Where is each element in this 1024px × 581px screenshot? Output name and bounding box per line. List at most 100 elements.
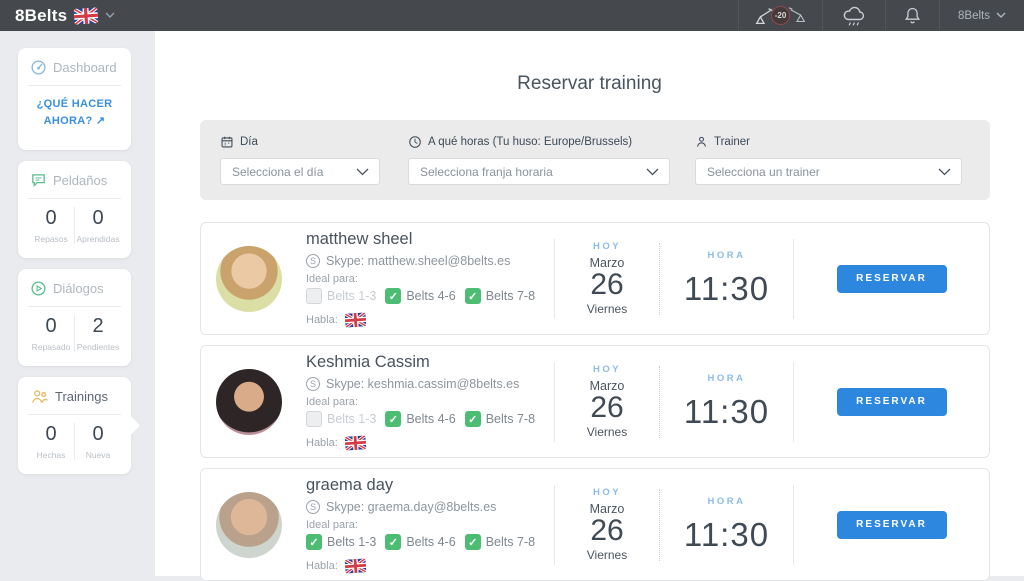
today-label: HOY	[555, 487, 659, 498]
account-label: 8Belts	[958, 10, 990, 22]
belt-checkbox-item[interactable]: ✓Belts 4-6	[385, 534, 455, 550]
checked-checkbox-icon: ✓	[465, 534, 481, 550]
hour-label: HORA	[660, 250, 793, 261]
uk-flag-icon	[344, 435, 366, 450]
sidebar-card-trainings[interactable]: Trainings 0 Hechas 0 Nueva	[18, 377, 131, 474]
stat-label: Aprendidas	[75, 234, 121, 244]
stat-label: Pendientes	[75, 342, 121, 352]
belt-checkbox-item[interactable]: ✓Belts 1-3	[306, 534, 376, 550]
skype-icon: S	[306, 500, 320, 514]
belt-checkbox-item[interactable]: ✓ Belts 7-8	[465, 411, 535, 427]
trainer-avatar	[216, 492, 282, 558]
page-title: Reservar training	[155, 73, 1024, 95]
trainer-skype: Skype: matthew.sheel@8belts.es	[326, 254, 510, 268]
sidebar-item-label: Dashboard	[53, 60, 117, 75]
belt-label: Belts 7-8	[486, 289, 535, 303]
sidebar: Dashboard ¿QUÉ HACER AHORA? ↗ Peldaños 0…	[0, 31, 155, 576]
filter-label-horas: A qué horas (Tu huso: Europe/Brussels)	[428, 136, 632, 148]
trainer-name: matthew sheel	[306, 230, 554, 249]
person-icon	[695, 135, 708, 149]
stat-value: 0	[28, 423, 74, 446]
stat-value: 0	[75, 423, 121, 446]
trainers-people-icon	[30, 388, 49, 405]
day-number: 26	[555, 393, 659, 423]
select-value: Selecciona el día	[232, 165, 323, 179]
habla-label: Habla:	[306, 437, 338, 449]
balance-score-widget[interactable]: -20	[738, 0, 822, 31]
belt-label: Belts 7-8	[486, 412, 535, 426]
sidebar-item-label: Trainings	[55, 389, 108, 404]
belt-label: Belts 4-6	[406, 289, 455, 303]
sidebar-item-label: Peldaños	[53, 173, 107, 188]
select-value: Selecciona un trainer	[707, 165, 820, 179]
app-logo[interactable]: 8Belts	[15, 6, 67, 26]
divider	[28, 85, 121, 86]
checked-checkbox-icon: ✓	[385, 534, 401, 550]
belt-checkbox-item[interactable]: ✓Belts 7-8	[465, 534, 535, 550]
hour-label: HORA	[660, 496, 793, 507]
stat-aprendidas: 0 Aprendidas	[74, 207, 121, 244]
chevron-down-icon	[938, 168, 951, 176]
weather-widget[interactable]	[822, 0, 885, 31]
stat-value: 0	[28, 315, 74, 338]
day-select[interactable]: Selecciona el día	[220, 158, 380, 185]
trainer-avatar	[216, 369, 282, 435]
belt-checkbox-item[interactable]: Belts 1-3	[306, 288, 376, 304]
gauge-icon	[30, 59, 47, 76]
belt-checkbox-item[interactable]: ✓Belts 4-6	[385, 288, 455, 304]
que-hacer-ahora-link[interactable]: ¿QUÉ HACER AHORA? ↗	[30, 96, 119, 130]
trainer-card: graema day S Skype: graema.day@8belts.es…	[200, 468, 990, 581]
top-navbar: 8Belts -20	[0, 0, 1024, 31]
date-block: HOY Marzo 26 Viernes	[555, 364, 659, 439]
reserve-button[interactable]: RESERVAR	[837, 388, 947, 416]
belt-checkbox-item[interactable]: ✓ Belts 7-8	[465, 288, 535, 304]
stat-value: 2	[75, 315, 121, 338]
select-value: Selecciona franja horaria	[420, 165, 553, 179]
trainer-avatar	[216, 246, 282, 312]
stat-hechas: 0 Hechas	[28, 423, 74, 460]
uk-flag-icon	[344, 312, 366, 327]
belts-row: Belts 1-3 ✓Belts 4-6 ✓ Belts 7-8	[306, 288, 554, 304]
sidebar-item-label: Diálogos	[53, 281, 104, 296]
chat-bubble-icon	[30, 172, 47, 189]
time-slot-select[interactable]: Selecciona franja horaria	[408, 158, 670, 185]
belt-checkbox-item[interactable]: ✓Belts 4-6	[385, 411, 455, 427]
chevron-down-icon	[356, 168, 369, 176]
belt-checkbox-item[interactable]: Belts 1-3	[306, 411, 376, 427]
belt-label: Belts 1-3	[327, 535, 376, 549]
sidebar-card-peldanos[interactable]: Peldaños 0 Repasos 0 Aprendidas	[18, 161, 131, 258]
sidebar-card-dialogos[interactable]: Diálogos 0 Repasado 2 Pendientes	[18, 269, 131, 366]
trainer-name: Keshmia Cassim	[306, 353, 554, 372]
stat-label: Repasado	[28, 342, 74, 352]
trainer-skype: Skype: graema.day@8belts.es	[326, 500, 496, 514]
notifications-button[interactable]	[885, 0, 939, 31]
time-value: 11:30	[660, 393, 793, 431]
reserve-button[interactable]: RESERVAR	[837, 265, 947, 293]
trainer-select[interactable]: Selecciona un trainer	[695, 158, 962, 185]
sidebar-card-dashboard[interactable]: Dashboard ¿QUÉ HACER AHORA? ↗	[18, 48, 131, 150]
weekday: Viernes	[555, 302, 659, 316]
stat-label: Repasos	[28, 234, 74, 244]
filter-bar: Día Selecciona el día A qué horas (Tu hu…	[200, 120, 990, 200]
calendar-icon	[220, 135, 234, 149]
account-menu[interactable]: 8Belts	[939, 0, 1024, 31]
trainer-list: matthew sheel S Skype: matthew.sheel@8be…	[200, 222, 990, 581]
time-value: 11:30	[660, 270, 793, 308]
filter-label-dia: Día	[240, 136, 258, 148]
stat-value: 0	[75, 207, 121, 230]
skype-icon: S	[306, 377, 320, 391]
stat-repasos: 0 Repasos	[28, 207, 74, 244]
bell-icon	[904, 6, 921, 25]
time-block: HORA 11:30	[660, 250, 793, 308]
reserve-button[interactable]: RESERVAR	[837, 511, 947, 539]
score-badge: -20	[771, 6, 790, 25]
uk-flag-icon[interactable]	[74, 7, 99, 25]
cloud-rain-icon	[841, 4, 867, 28]
belt-label: Belts 1-3	[327, 412, 376, 426]
checked-checkbox-icon: ✓	[465, 288, 481, 304]
chevron-down-icon	[646, 168, 659, 176]
habla-label: Habla:	[306, 560, 338, 572]
checked-checkbox-icon: ✓	[465, 411, 481, 427]
chevron-down-icon[interactable]	[105, 12, 115, 19]
today-label: HOY	[555, 241, 659, 252]
